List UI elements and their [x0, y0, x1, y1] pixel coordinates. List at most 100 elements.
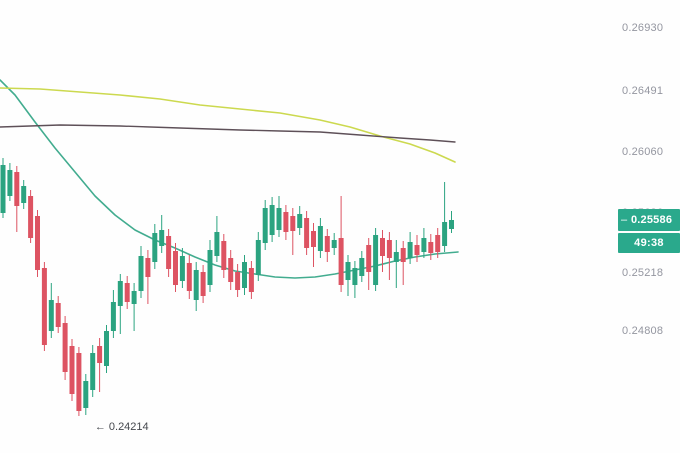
candle-body — [228, 258, 234, 282]
candle[interactable] — [193, 262, 199, 311]
candle[interactable] — [262, 200, 268, 250]
candle-body — [393, 252, 399, 262]
candle[interactable] — [166, 229, 172, 277]
candle[interactable] — [7, 163, 13, 201]
candle[interactable] — [145, 250, 151, 304]
candle[interactable] — [449, 211, 454, 233]
candle-body — [435, 235, 441, 252]
candle-body — [145, 258, 151, 277]
candle[interactable] — [62, 316, 68, 380]
candle[interactable] — [207, 240, 213, 292]
candle-body — [345, 262, 351, 280]
left-arrow-icon: ← — [94, 421, 106, 433]
candle[interactable] — [442, 182, 448, 252]
candle[interactable] — [76, 347, 82, 416]
candle[interactable] — [393, 240, 399, 288]
candle[interactable] — [290, 208, 296, 255]
candle[interactable] — [255, 232, 261, 281]
candle[interactable] — [297, 206, 303, 235]
candle[interactable] — [41, 262, 47, 351]
candle[interactable] — [304, 211, 310, 255]
candle[interactable] — [90, 345, 96, 397]
candle-body — [428, 242, 434, 253]
candle[interactable] — [359, 251, 365, 282]
candle[interactable] — [48, 283, 54, 338]
candle[interactable] — [324, 229, 330, 262]
candle-body — [373, 235, 379, 285]
candle[interactable] — [311, 223, 316, 267]
candle-body — [407, 242, 413, 258]
candle[interactable] — [221, 234, 227, 278]
candle-body — [421, 238, 427, 252]
candle[interactable] — [214, 216, 220, 262]
candle[interactable] — [428, 234, 434, 260]
candle[interactable] — [242, 255, 247, 295]
price-axis-tick: 0.24808 — [622, 325, 664, 338]
candle[interactable] — [386, 232, 392, 280]
candle[interactable] — [414, 235, 420, 262]
candle-body — [179, 256, 185, 281]
candle[interactable] — [331, 233, 337, 255]
candle[interactable] — [28, 190, 34, 243]
candle[interactable] — [248, 261, 254, 299]
candle-body — [110, 302, 116, 331]
candle-body — [124, 283, 130, 302]
candle-body — [269, 205, 275, 235]
candle-body — [352, 268, 358, 285]
candle[interactable] — [55, 296, 61, 333]
candle[interactable] — [338, 196, 344, 292]
candle[interactable] — [69, 339, 75, 401]
ma-yellow-line — [0, 87, 456, 163]
candle[interactable] — [366, 238, 372, 290]
candle[interactable] — [97, 338, 103, 392]
candle-body — [414, 245, 420, 255]
candle-body — [442, 222, 448, 246]
candle[interactable] — [35, 210, 40, 277]
candle-body — [290, 216, 296, 231]
candle[interactable] — [352, 261, 358, 298]
candle[interactable] — [21, 180, 27, 209]
candle[interactable] — [173, 243, 178, 292]
candle[interactable] — [317, 218, 323, 258]
candles-layer[interactable] — [0, 158, 455, 416]
candle[interactable] — [138, 246, 144, 298]
candle[interactable] — [380, 230, 385, 272]
candle-body — [283, 212, 289, 232]
candle-body — [248, 268, 254, 292]
candle[interactable] — [104, 325, 109, 373]
candle[interactable] — [421, 228, 427, 258]
candle[interactable] — [269, 197, 275, 242]
candle[interactable] — [14, 166, 20, 232]
price-axis[interactable]: 0.269300.264910.260600.256360.252180.248… — [618, 0, 680, 453]
candle[interactable] — [373, 228, 379, 291]
candle[interactable] — [407, 232, 413, 264]
candle-body — [173, 251, 178, 285]
candle[interactable] — [435, 228, 441, 258]
candle-body — [62, 323, 68, 372]
candle[interactable] — [235, 264, 241, 297]
candle[interactable] — [200, 265, 206, 303]
candle-body — [104, 331, 109, 366]
candle[interactable] — [83, 374, 89, 415]
candle-body — [76, 353, 82, 411]
candle-body — [207, 250, 213, 285]
candle[interactable] — [124, 276, 130, 309]
candle-body — [83, 381, 89, 408]
candle[interactable] — [345, 255, 351, 296]
candle[interactable] — [276, 196, 282, 237]
candle[interactable] — [117, 274, 123, 334]
candle[interactable] — [186, 255, 192, 299]
candle[interactable] — [400, 241, 406, 285]
candle[interactable] — [283, 205, 289, 240]
candle[interactable] — [159, 215, 165, 253]
candle[interactable] — [228, 250, 234, 290]
candle[interactable] — [110, 290, 116, 338]
candle-body — [7, 170, 13, 196]
candle[interactable] — [152, 224, 158, 269]
candle[interactable] — [179, 248, 185, 288]
price-axis-tick: 0.26491 — [622, 84, 664, 97]
candle[interactable] — [131, 283, 137, 331]
candle[interactable] — [0, 158, 6, 218]
